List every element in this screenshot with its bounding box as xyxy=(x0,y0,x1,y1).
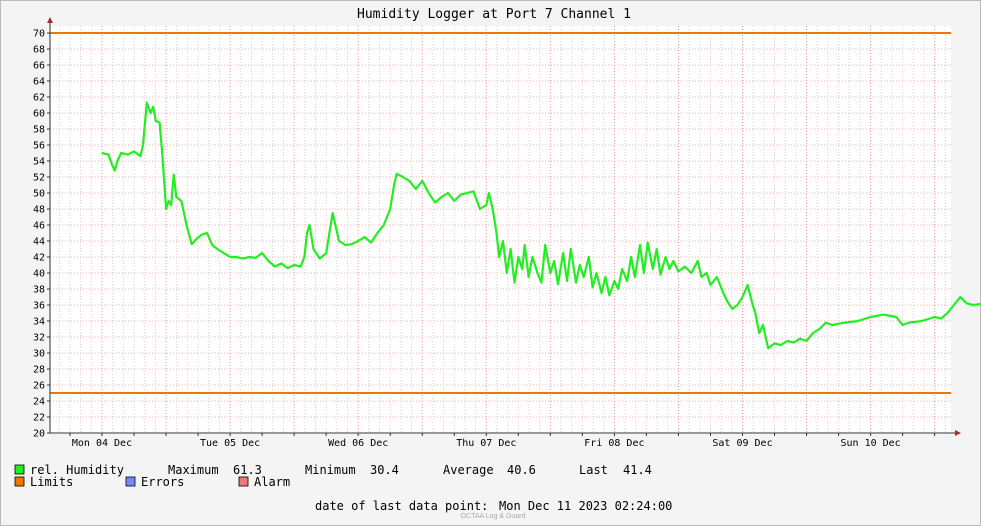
y-tick-label: 66 xyxy=(33,61,45,72)
x-tick-label: Tue 05 Dec xyxy=(200,438,260,449)
last-data-point-label: date of last data point: xyxy=(315,499,488,513)
legend-limits-swatch xyxy=(14,476,25,487)
grid-lines xyxy=(50,26,951,433)
legend-limits-label: Limits xyxy=(30,475,73,489)
legend-minimum-label: Minimum xyxy=(305,463,356,477)
y-tick-label: 58 xyxy=(33,125,45,136)
y-tick-label: 54 xyxy=(33,157,45,168)
y-tick-label: 48 xyxy=(33,205,45,216)
legend-average-value: 40.6 xyxy=(507,463,536,477)
y-tick-label: 52 xyxy=(33,173,45,184)
legend-maximum-label: Maximum xyxy=(168,463,219,477)
x-tick-label: Mon 04 Dec xyxy=(72,438,132,449)
y-tick-label: 20 xyxy=(33,429,45,440)
x-tick-label: Wed 06 Dec xyxy=(328,438,388,449)
series-group xyxy=(101,101,981,350)
y-tick-label: 38 xyxy=(33,285,45,296)
x-tick-label: Thu 07 Dec xyxy=(456,438,516,449)
x-tick-label: Sun 10 Dec xyxy=(840,438,900,449)
legend: rel. Humidity Maximum 61.3 Minimum 30.4 … xyxy=(14,463,672,513)
series-line-humidity xyxy=(101,101,981,350)
legend-errors-swatch xyxy=(125,476,136,487)
y-tick-labels: 20 22 24 26 28 30 32 34 36 38 40 42 44 46 48 50 52 54 56 58… xyxy=(33,29,50,440)
y-tick-label: 36 xyxy=(33,301,45,312)
legend-alarm-label: Alarm xyxy=(254,475,290,489)
y-tick-label: 46 xyxy=(33,221,45,232)
x-axis-arrow xyxy=(955,430,961,436)
legend-maximum-value: 61.3 xyxy=(233,463,262,477)
y-tick-label: 24 xyxy=(33,397,45,408)
y-axis-arrow xyxy=(47,17,53,23)
y-tick-label: 50 xyxy=(33,189,45,200)
limit-lines xyxy=(50,32,951,394)
y-tick-label: 68 xyxy=(33,45,45,56)
y-tick-label: 56 xyxy=(33,141,45,152)
legend-errors-label: Errors xyxy=(141,475,184,489)
legend-alarm-swatch xyxy=(238,476,249,487)
y-tick-label: 30 xyxy=(33,349,45,360)
chart-title: Humidity Logger at Port 7 Channel 1 xyxy=(357,7,631,22)
x-tick-labels: Mon 04 Dec Tue 05 Dec Wed 06 Dec Thu 07 Dec… xyxy=(69,433,936,449)
y-tick-label: 44 xyxy=(33,237,45,248)
y-tick-label: 22 xyxy=(33,413,45,424)
y-tick-label: 42 xyxy=(33,253,45,264)
last-data-point-value: Mon Dec 11 2023 02:24:00 xyxy=(499,499,672,513)
y-tick-label: 40 xyxy=(33,269,45,280)
legend-humidity-swatch xyxy=(14,464,25,475)
watermark: OCTAA Log & Guard xyxy=(461,513,526,520)
x-tick-label: Sat 09 Dec xyxy=(712,438,772,449)
legend-average-label: Average xyxy=(443,463,494,477)
y-tick-label: 64 xyxy=(33,77,45,88)
y-tick-label: 32 xyxy=(33,333,45,344)
y-tick-label: 60 xyxy=(33,109,45,120)
plot-area xyxy=(50,26,951,434)
legend-last-label: Last xyxy=(579,463,608,477)
y-tick-label: 62 xyxy=(33,93,45,104)
y-tick-label: 70 xyxy=(33,29,45,40)
y-tick-label: 28 xyxy=(33,365,45,376)
axes xyxy=(47,17,961,436)
y-tick-label: 34 xyxy=(33,317,45,328)
legend-minimum-value: 30.4 xyxy=(370,463,399,477)
legend-last-value: 41.4 xyxy=(623,463,652,477)
y-tick-label: 26 xyxy=(33,381,45,392)
legend-humidity-label: rel. Humidity xyxy=(30,463,124,477)
x-tick-label: Fri 08 Dec xyxy=(584,438,644,449)
